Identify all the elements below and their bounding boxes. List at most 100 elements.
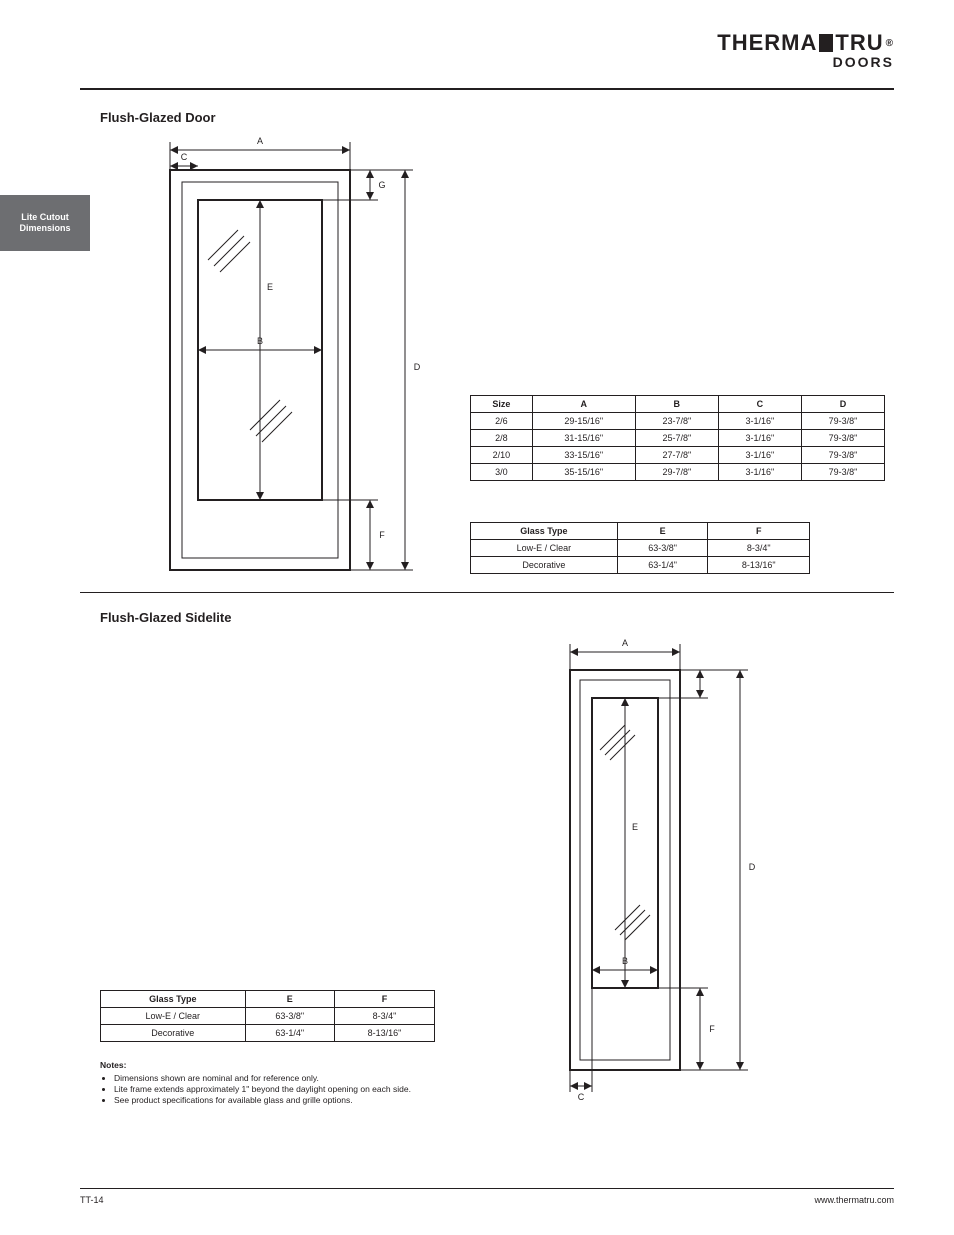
footer-right: www.thermatru.com xyxy=(814,1195,894,1205)
table-row: 2/629-15/16"23-7/8"3-1/16"79-3/8" xyxy=(471,413,885,430)
page-header: THERMA TRU ® DOORS xyxy=(80,30,894,90)
td: 35-15/16" xyxy=(532,464,635,481)
brand-square-icon xyxy=(819,34,833,52)
th: E xyxy=(617,523,708,540)
dim-A-label: A xyxy=(257,136,263,146)
td: 79-3/8" xyxy=(801,447,884,464)
td: 63-1/4" xyxy=(617,557,708,574)
dim-D-label: D xyxy=(414,362,421,372)
td: 8-13/16" xyxy=(334,1025,434,1042)
th: Size xyxy=(471,396,533,413)
door-diagram: A C B E xyxy=(130,130,450,585)
table-body: 2/629-15/16"23-7/8"3-1/16"79-3/8"2/831-1… xyxy=(471,413,885,481)
td: 63-3/8" xyxy=(245,1008,334,1025)
td: 3-1/16" xyxy=(718,464,801,481)
dim-E-label: E xyxy=(267,282,273,292)
table-body: Low-E / Clear63-3/8"8-3/4"Decorative63-1… xyxy=(101,1008,435,1042)
dim-D-label: D xyxy=(749,862,756,872)
td: 2/8 xyxy=(471,430,533,447)
table-row: 2/831-15/16"25-7/8"3-1/16"79-3/8" xyxy=(471,430,885,447)
td: 27-7/8" xyxy=(635,447,718,464)
list-item: Dimensions shown are nominal and for ref… xyxy=(114,1073,460,1084)
table-door-dims: Size A B C D 2/629-15/16"23-7/8"3-1/16"7… xyxy=(470,395,885,481)
dim-F-label: F xyxy=(379,530,385,540)
page-footer: TT-14 www.thermatru.com xyxy=(80,1188,894,1205)
td: 3-1/16" xyxy=(718,413,801,430)
td: 25-7/8" xyxy=(635,430,718,447)
dim-top xyxy=(658,670,708,698)
side-tab-label: Lite Cutout Dimensions xyxy=(4,212,86,234)
table-body: Low-E / Clear63-3/8"8-3/4"Decorative63-1… xyxy=(471,540,810,574)
dim-D: D xyxy=(350,170,421,570)
th: D xyxy=(801,396,884,413)
th: Glass Type xyxy=(471,523,618,540)
td: 3/0 xyxy=(471,464,533,481)
dim-D: D xyxy=(680,670,756,1070)
table-sidelite-glass: Glass Type E F Low-E / Clear63-3/8"8-3/4… xyxy=(100,990,435,1042)
section1-title: Flush-Glazed Door xyxy=(100,110,216,125)
notes-block: Notes: Dimensions shown are nominal and … xyxy=(100,1060,460,1108)
th: B xyxy=(635,396,718,413)
brand-logo: THERMA TRU ® DOORS xyxy=(717,30,894,70)
td: 8-13/16" xyxy=(708,557,810,574)
dim-G: G xyxy=(322,170,386,200)
dim-E: E xyxy=(621,698,638,988)
notes-title: Notes: xyxy=(100,1060,126,1070)
table-door-glass: Glass Type E F Low-E / Clear63-3/8"8-3/4… xyxy=(470,522,810,574)
section2-title: Flush-Glazed Sidelite xyxy=(100,610,231,625)
brand-part2: TRU xyxy=(835,30,883,56)
th: F xyxy=(334,991,434,1008)
td: Low-E / Clear xyxy=(471,540,618,557)
table-row: Low-E / Clear63-3/8"8-3/4" xyxy=(101,1008,435,1025)
td: 2/10 xyxy=(471,447,533,464)
td: 8-3/4" xyxy=(708,540,810,557)
td: Decorative xyxy=(471,557,618,574)
dim-C-label: C xyxy=(578,1092,585,1102)
side-tab: Lite Cutout Dimensions xyxy=(0,195,90,251)
th: F xyxy=(708,523,810,540)
footer-left: TT-14 xyxy=(80,1195,104,1205)
brand-sub: DOORS xyxy=(717,54,894,70)
list-item: See product specifications for available… xyxy=(114,1095,460,1106)
td: 29-7/8" xyxy=(635,464,718,481)
page: THERMA TRU ® DOORS Lite Cutout Dimension… xyxy=(0,0,954,1235)
td: Low-E / Clear xyxy=(101,1008,246,1025)
td: 3-1/16" xyxy=(718,430,801,447)
td: 8-3/4" xyxy=(334,1008,434,1025)
dim-G-label: G xyxy=(378,180,385,190)
page-divider xyxy=(80,592,894,593)
dim-F: F xyxy=(658,988,715,1070)
th: A xyxy=(532,396,635,413)
td: 79-3/8" xyxy=(801,464,884,481)
th: C xyxy=(718,396,801,413)
dim-F-label: F xyxy=(709,1024,715,1034)
td: 33-15/16" xyxy=(532,447,635,464)
td: 79-3/8" xyxy=(801,430,884,447)
td: 29-15/16" xyxy=(532,413,635,430)
dim-A-label: A xyxy=(622,638,628,648)
td: 23-7/8" xyxy=(635,413,718,430)
brand-reg: ® xyxy=(886,38,894,49)
dim-C: C xyxy=(570,988,592,1102)
th: E xyxy=(245,991,334,1008)
td: 63-3/8" xyxy=(617,540,708,557)
table-row: Low-E / Clear63-3/8"8-3/4" xyxy=(471,540,810,557)
table-row: Glass Type E F xyxy=(101,991,435,1008)
th: Glass Type xyxy=(101,991,246,1008)
td: 2/6 xyxy=(471,413,533,430)
td: 31-15/16" xyxy=(532,430,635,447)
notes-list: Dimensions shown are nominal and for ref… xyxy=(100,1073,460,1106)
table-row: Decorative63-1/4"8-13/16" xyxy=(101,1025,435,1042)
sidelite-diagram: A C B E xyxy=(540,630,840,1105)
dim-E-label: E xyxy=(632,822,638,832)
table-row: 3/035-15/16"29-7/8"3-1/16"79-3/8" xyxy=(471,464,885,481)
dim-A: A xyxy=(170,136,350,170)
td: 79-3/8" xyxy=(801,413,884,430)
dim-F: F xyxy=(322,500,385,570)
td: 63-1/4" xyxy=(245,1025,334,1042)
list-item: Lite frame extends approximately 1" beyo… xyxy=(114,1084,460,1095)
td: Decorative xyxy=(101,1025,246,1042)
dim-C: C xyxy=(170,152,198,170)
table-row: Decorative63-1/4"8-13/16" xyxy=(471,557,810,574)
table-row: 2/1033-15/16"27-7/8"3-1/16"79-3/8" xyxy=(471,447,885,464)
